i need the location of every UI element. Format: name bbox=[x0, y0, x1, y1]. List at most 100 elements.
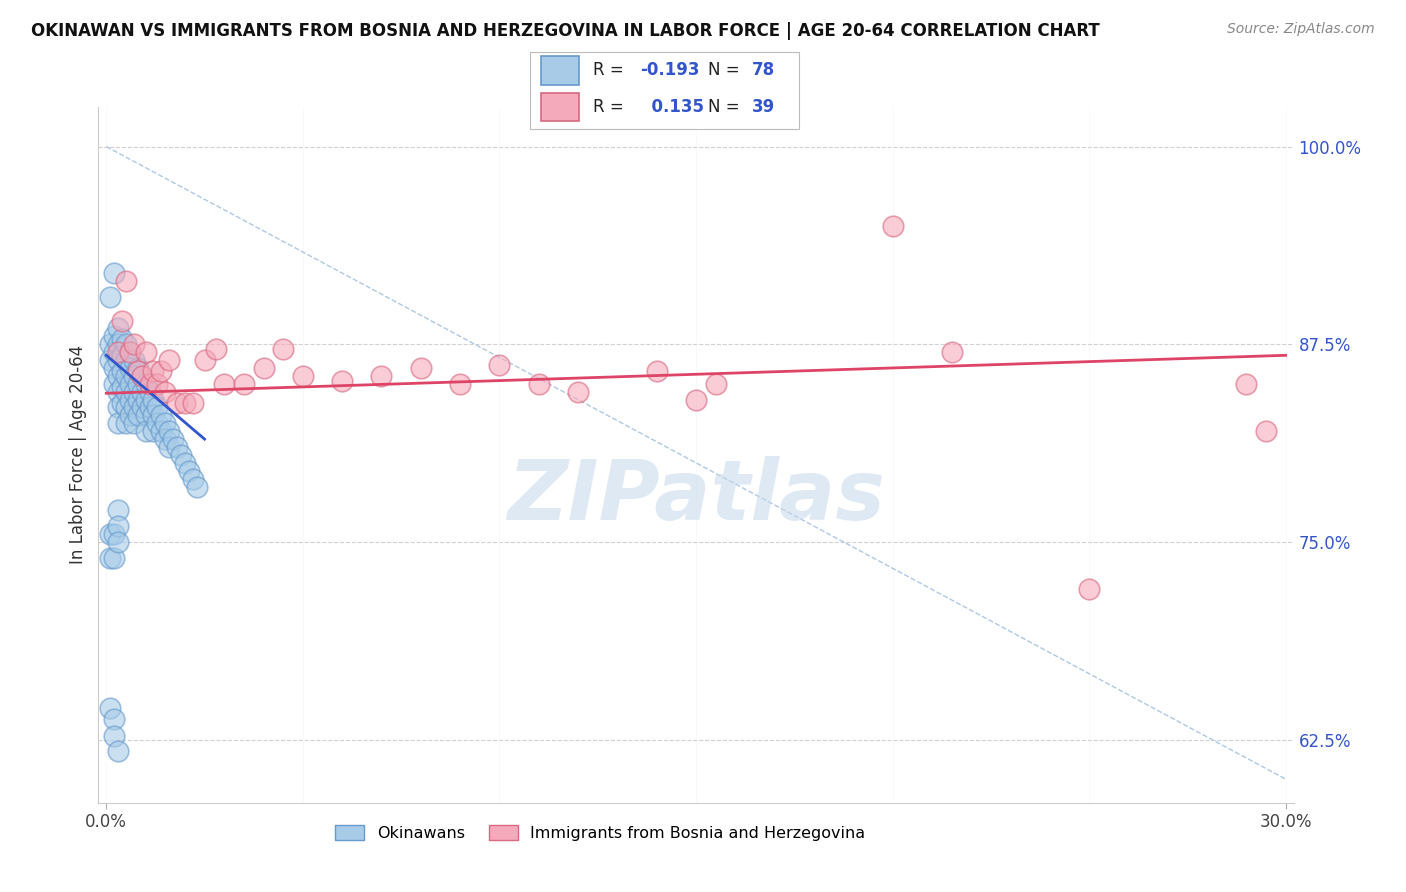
Point bbox=[205, 342, 228, 356]
Point bbox=[166, 395, 188, 409]
Point bbox=[155, 417, 177, 431]
Text: OKINAWAN VS IMMIGRANTS FROM BOSNIA AND HERZEGOVINA IN LABOR FORCE | AGE 20-64 CO: OKINAWAN VS IMMIGRANTS FROM BOSNIA AND H… bbox=[31, 22, 1099, 40]
Point bbox=[150, 364, 173, 378]
Point bbox=[941, 345, 963, 359]
Point bbox=[103, 712, 125, 726]
Point bbox=[142, 424, 165, 438]
Point bbox=[115, 401, 138, 415]
Point bbox=[127, 392, 149, 407]
Point bbox=[98, 337, 121, 351]
Point bbox=[131, 384, 153, 399]
Point bbox=[107, 503, 129, 517]
Point bbox=[131, 368, 153, 383]
Point bbox=[103, 376, 125, 391]
Point bbox=[107, 384, 129, 399]
Point bbox=[103, 266, 125, 280]
Point bbox=[98, 701, 121, 715]
Point bbox=[882, 219, 904, 233]
Point bbox=[122, 384, 145, 399]
Point bbox=[103, 345, 125, 359]
Point bbox=[409, 360, 432, 375]
Point bbox=[122, 401, 145, 415]
Point bbox=[212, 376, 235, 391]
Point bbox=[115, 353, 138, 368]
Point bbox=[162, 432, 184, 446]
Point bbox=[98, 550, 121, 565]
Point bbox=[146, 401, 169, 415]
Point bbox=[107, 744, 129, 758]
Point bbox=[107, 417, 129, 431]
Point bbox=[111, 333, 134, 347]
Point bbox=[1078, 582, 1101, 597]
Point bbox=[122, 417, 145, 431]
Text: R =: R = bbox=[593, 98, 628, 116]
Text: 39: 39 bbox=[752, 98, 775, 116]
Point bbox=[107, 368, 129, 383]
FancyBboxPatch shape bbox=[541, 94, 579, 121]
Point bbox=[527, 376, 550, 391]
Point bbox=[107, 321, 129, 335]
Point bbox=[704, 376, 727, 391]
FancyBboxPatch shape bbox=[541, 56, 579, 85]
Point bbox=[177, 464, 200, 478]
Y-axis label: In Labor Force | Age 20-64: In Labor Force | Age 20-64 bbox=[69, 345, 87, 565]
Point bbox=[118, 345, 141, 359]
Point bbox=[135, 345, 157, 359]
Point bbox=[118, 409, 141, 423]
Point bbox=[142, 409, 165, 423]
Point bbox=[174, 395, 197, 409]
Point bbox=[488, 358, 510, 372]
Text: R =: R = bbox=[593, 62, 628, 79]
Point bbox=[131, 401, 153, 415]
Point bbox=[138, 376, 160, 391]
Point bbox=[118, 376, 141, 391]
Point bbox=[174, 456, 197, 470]
Point bbox=[107, 401, 129, 415]
Point bbox=[166, 440, 188, 454]
Text: ZIPatlas: ZIPatlas bbox=[508, 456, 884, 537]
Point bbox=[111, 348, 134, 362]
Point bbox=[291, 368, 314, 383]
Point bbox=[122, 353, 145, 368]
Point bbox=[118, 392, 141, 407]
Point bbox=[449, 376, 471, 391]
Point bbox=[115, 417, 138, 431]
Point bbox=[118, 360, 141, 375]
Point bbox=[181, 395, 204, 409]
Point bbox=[142, 392, 165, 407]
Point bbox=[142, 364, 165, 378]
Point bbox=[127, 376, 149, 391]
Point bbox=[170, 448, 193, 462]
Point bbox=[685, 392, 707, 407]
Point bbox=[131, 368, 153, 383]
Point bbox=[370, 368, 392, 383]
Point bbox=[567, 384, 589, 399]
Text: 78: 78 bbox=[752, 62, 775, 79]
Point bbox=[330, 374, 353, 388]
Point bbox=[645, 364, 668, 378]
Point bbox=[1254, 424, 1277, 438]
Text: N =: N = bbox=[709, 62, 745, 79]
Point bbox=[103, 550, 125, 565]
Point bbox=[103, 329, 125, 343]
Point bbox=[103, 730, 125, 744]
Point bbox=[107, 345, 129, 359]
Point bbox=[135, 392, 157, 407]
Point bbox=[103, 360, 125, 375]
Point bbox=[103, 527, 125, 541]
Point bbox=[193, 353, 215, 368]
Point bbox=[122, 368, 145, 383]
Point bbox=[107, 534, 129, 549]
Text: -0.193: -0.193 bbox=[640, 62, 699, 79]
Point bbox=[157, 440, 180, 454]
Point bbox=[107, 337, 129, 351]
Point bbox=[111, 395, 134, 409]
Point bbox=[252, 360, 274, 375]
Point bbox=[107, 519, 129, 533]
Point bbox=[115, 384, 138, 399]
Point bbox=[107, 353, 129, 368]
Text: Source: ZipAtlas.com: Source: ZipAtlas.com bbox=[1227, 22, 1375, 37]
Point bbox=[127, 360, 149, 375]
Point bbox=[135, 376, 157, 391]
Point bbox=[111, 313, 134, 327]
